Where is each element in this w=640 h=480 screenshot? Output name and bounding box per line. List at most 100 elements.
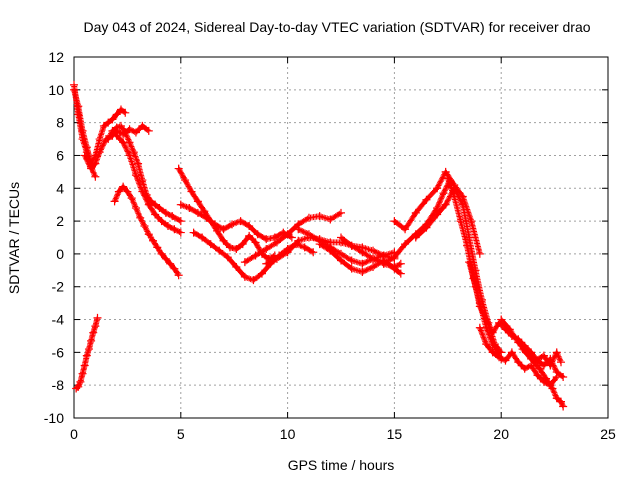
data-point (396, 259, 405, 268)
data-marker (488, 338, 495, 345)
data-marker (134, 176, 141, 183)
data-marker (128, 144, 135, 151)
data-marker (131, 202, 138, 209)
data-marker (231, 220, 238, 227)
data-marker (477, 327, 484, 334)
data-point (251, 251, 260, 260)
data-marker (123, 132, 130, 139)
data-marker (271, 257, 278, 264)
data-marker (121, 141, 128, 148)
data-point (198, 233, 207, 242)
data-point (149, 236, 158, 245)
data-point (210, 220, 219, 229)
series-arc-6 (110, 182, 183, 280)
data-point (91, 322, 100, 331)
data-point (401, 225, 410, 234)
series-arc-2 (70, 85, 130, 168)
data-marker (551, 363, 558, 370)
x-tick-label: 20 (493, 426, 509, 442)
data-point (542, 374, 551, 383)
data-point (465, 258, 474, 267)
data-marker (166, 223, 173, 230)
data-marker (364, 258, 371, 265)
data-marker (253, 240, 260, 247)
data-marker (488, 337, 495, 344)
data-point (155, 203, 164, 212)
series-arc-9 (176, 200, 296, 244)
data-marker (364, 266, 371, 273)
data-point (533, 371, 542, 380)
y-tick-label: 2 (56, 213, 64, 229)
data-marker (552, 375, 559, 382)
data-point (475, 323, 484, 332)
data-point (119, 182, 128, 191)
data-marker (136, 180, 143, 187)
data-point (157, 217, 166, 226)
data-marker (548, 384, 555, 391)
data-point (433, 184, 442, 193)
data-marker (246, 275, 253, 282)
data-point (176, 228, 185, 237)
data-marker (93, 157, 100, 164)
data-marker (131, 200, 138, 207)
data-marker (114, 192, 121, 199)
data-marker (481, 337, 488, 344)
y-tick-label: -8 (52, 377, 65, 393)
data-marker (437, 178, 444, 185)
data-marker (140, 191, 147, 198)
data-point (441, 167, 450, 176)
data-marker (124, 133, 131, 140)
series-arc-19 (443, 174, 506, 363)
data-marker (100, 141, 107, 148)
data-marker (439, 174, 446, 181)
data-point (228, 220, 237, 229)
data-marker (483, 317, 490, 324)
data-marker (183, 203, 190, 210)
x-tick-label: 0 (70, 426, 78, 442)
data-marker (375, 250, 382, 257)
data-marker (144, 127, 151, 134)
data-point (304, 230, 313, 239)
data-marker (130, 199, 137, 206)
data-point (170, 225, 179, 234)
data-point (144, 200, 153, 209)
data-point (116, 121, 125, 130)
data-point (112, 131, 121, 140)
data-point (401, 240, 410, 249)
data-point (456, 217, 465, 226)
data-point (249, 276, 258, 285)
data-marker (135, 211, 142, 218)
data-point (138, 187, 147, 196)
data-point (121, 108, 130, 117)
data-marker (480, 334, 487, 341)
data-point (497, 315, 506, 324)
data-point (70, 85, 78, 94)
data-marker (124, 135, 131, 142)
data-marker (179, 171, 186, 178)
data-point (161, 254, 170, 263)
data-point (131, 171, 140, 180)
data-point (112, 110, 121, 119)
data-marker (372, 248, 379, 255)
data-point (557, 358, 566, 367)
data-point (294, 236, 303, 245)
data-point (257, 269, 266, 278)
data-marker (336, 210, 343, 217)
series-arc-4 (104, 121, 185, 226)
data-point (140, 222, 149, 231)
data-point (206, 240, 215, 249)
data-marker (438, 195, 445, 202)
data-point (283, 248, 292, 257)
data-point (245, 222, 254, 231)
data-marker (99, 143, 106, 150)
data-marker (299, 228, 306, 235)
data-point (272, 238, 281, 247)
data-marker (167, 212, 174, 219)
data-point (358, 248, 367, 257)
data-marker (132, 153, 139, 160)
data-point (91, 159, 100, 168)
data-marker (482, 338, 489, 345)
data-point (87, 164, 96, 173)
data-point (475, 302, 484, 311)
data-point (262, 259, 271, 268)
